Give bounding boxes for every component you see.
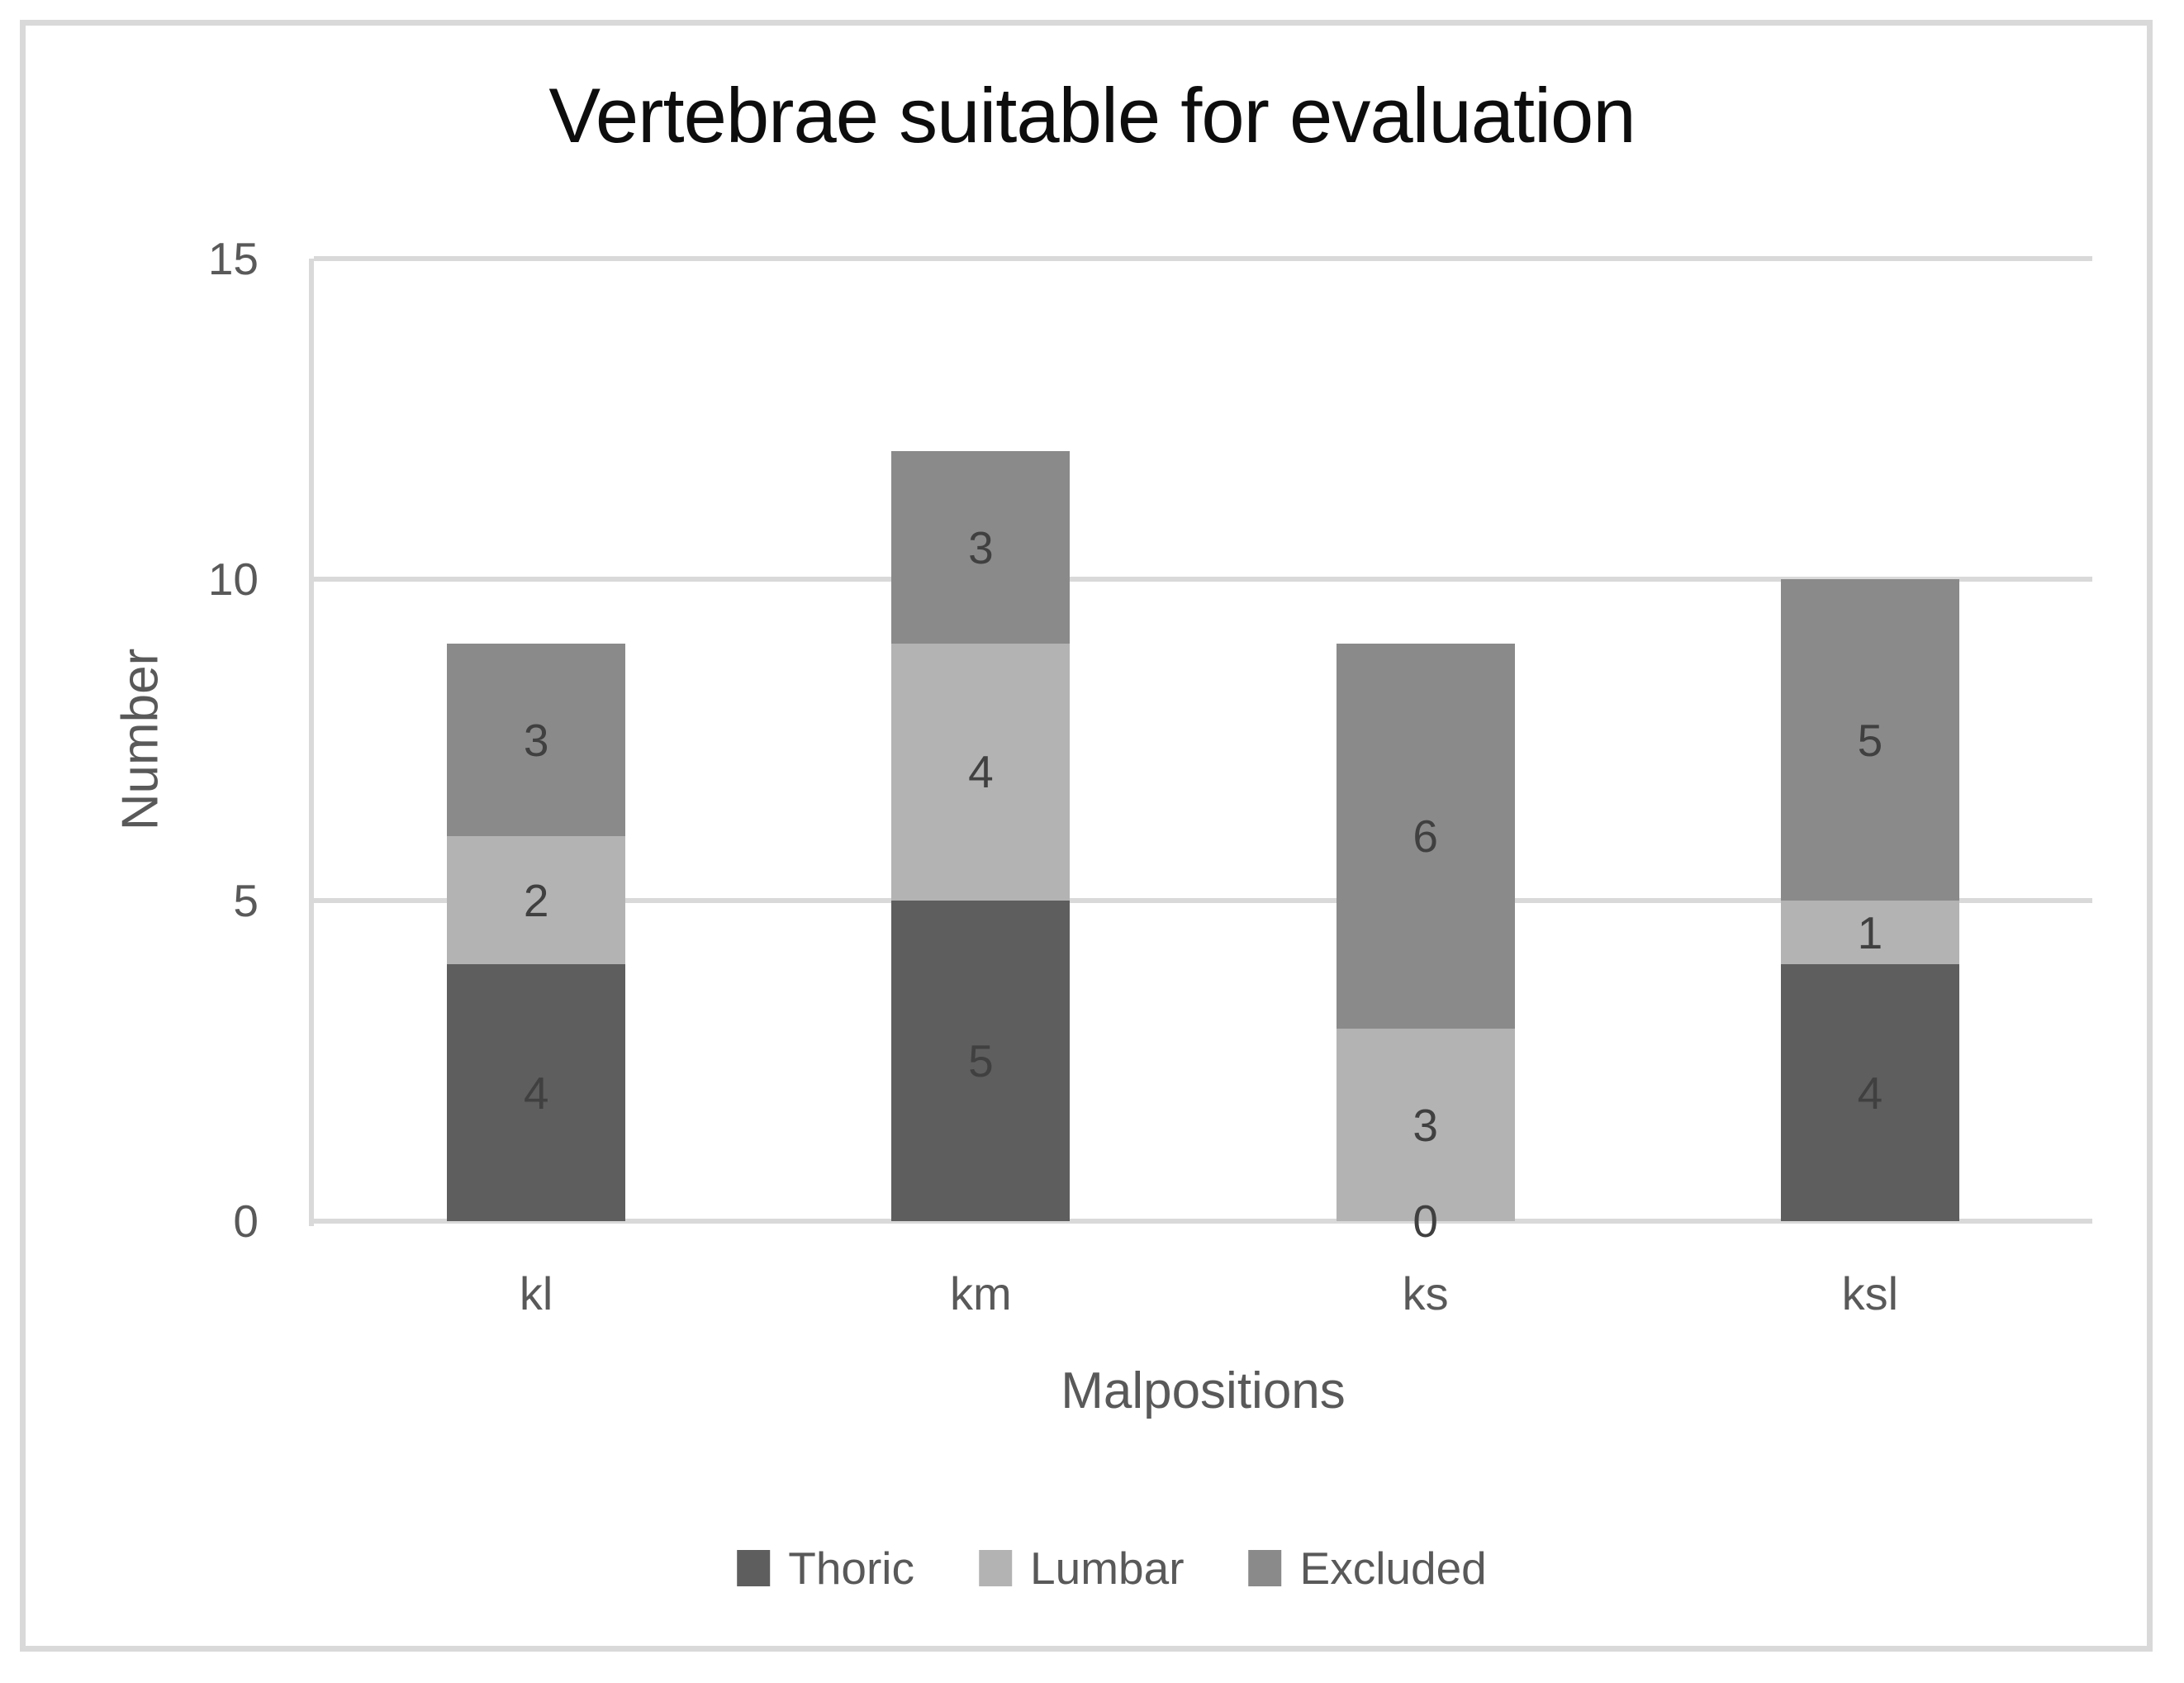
bar-segment-thoric-km: 5 bbox=[891, 900, 1071, 1221]
bar-segment-excluded-ksl: 5 bbox=[1780, 579, 1959, 901]
bar-segment-excluded-kl: 3 bbox=[447, 644, 626, 836]
bar-segment-lumbar-ks: 3 bbox=[1336, 1029, 1515, 1221]
bar-value-label: 5 bbox=[1857, 714, 1883, 766]
bar-group-kl: 4 2 3 bbox=[447, 259, 626, 1221]
y-axis-title: Number bbox=[112, 648, 169, 831]
chart-title: Vertebrae suitable for evaluation bbox=[548, 72, 1636, 159]
bar-value-label: 3 bbox=[968, 521, 994, 573]
legend-label-thoric: Thoric bbox=[788, 1543, 915, 1594]
legend-swatch-thoric bbox=[737, 1550, 771, 1586]
x-tick-label-ks: ks bbox=[1402, 1267, 1449, 1319]
y-tick-label-15: 15 bbox=[207, 233, 259, 284]
bar-segment-lumbar-kl: 2 bbox=[447, 836, 626, 965]
bar-value-label: 4 bbox=[968, 746, 994, 798]
bar-segment-excluded-ks: 6 bbox=[1336, 644, 1515, 1029]
bar-group-ksl: 4 1 5 bbox=[1780, 259, 1959, 1221]
bar-group-km: 5 4 3 bbox=[891, 259, 1071, 1221]
bar-segment-excluded-km: 3 bbox=[891, 451, 1071, 644]
y-tick-label-5: 5 bbox=[233, 874, 259, 926]
bar-value-label: 0 bbox=[1412, 1196, 1438, 1247]
x-axis-title: Malpositions bbox=[1061, 1362, 1346, 1419]
bar-value-label: 4 bbox=[523, 1067, 549, 1119]
legend-label-excluded: Excluded bbox=[1299, 1543, 1487, 1594]
legend-item-lumbar: Lumbar bbox=[979, 1542, 1185, 1595]
y-tick-label-10: 10 bbox=[207, 554, 259, 606]
legend-swatch-lumbar bbox=[979, 1550, 1013, 1586]
bar-segment-lumbar-ksl: 1 bbox=[1780, 900, 1959, 965]
gridline-5 bbox=[314, 897, 2092, 903]
x-tick-label-ksl: ksl bbox=[1841, 1267, 1899, 1319]
bar-value-label: 4 bbox=[1857, 1067, 1883, 1119]
gridline-10 bbox=[314, 577, 2092, 582]
plot-area: 4 2 3 5 4 3 0 3 6 4 1 5 bbox=[309, 256, 2092, 1247]
bar-group-ks: 0 3 6 bbox=[1336, 259, 1515, 1247]
bar-value-label: 5 bbox=[968, 1034, 994, 1086]
bar-value-label: 3 bbox=[1412, 1099, 1438, 1151]
bar-value-label: 2 bbox=[523, 874, 549, 926]
bar-value-label: 3 bbox=[523, 714, 549, 766]
bar-value-label: 6 bbox=[1412, 811, 1438, 862]
legend-label-lumbar: Lumbar bbox=[1030, 1543, 1185, 1594]
y-axis-line bbox=[309, 259, 314, 1226]
gridline-0 bbox=[314, 1219, 2092, 1224]
legend-item-thoric: Thoric bbox=[737, 1542, 914, 1595]
legend-swatch-excluded bbox=[1248, 1550, 1282, 1586]
x-tick-label-km: km bbox=[950, 1267, 1012, 1319]
bar-segment-lumbar-km: 4 bbox=[891, 644, 1071, 901]
x-tick-label-kl: kl bbox=[519, 1267, 553, 1319]
bar-segment-thoric-ksl: 4 bbox=[1780, 964, 1959, 1221]
gridline-15 bbox=[314, 256, 2092, 261]
legend-item-excluded: Excluded bbox=[1248, 1542, 1487, 1595]
bar-value-label: 1 bbox=[1857, 906, 1883, 958]
y-tick-label-0: 0 bbox=[233, 1196, 259, 1247]
legend: Thoric Lumbar Excluded bbox=[737, 1542, 1487, 1595]
bar-segment-thoric-kl: 4 bbox=[447, 964, 626, 1221]
